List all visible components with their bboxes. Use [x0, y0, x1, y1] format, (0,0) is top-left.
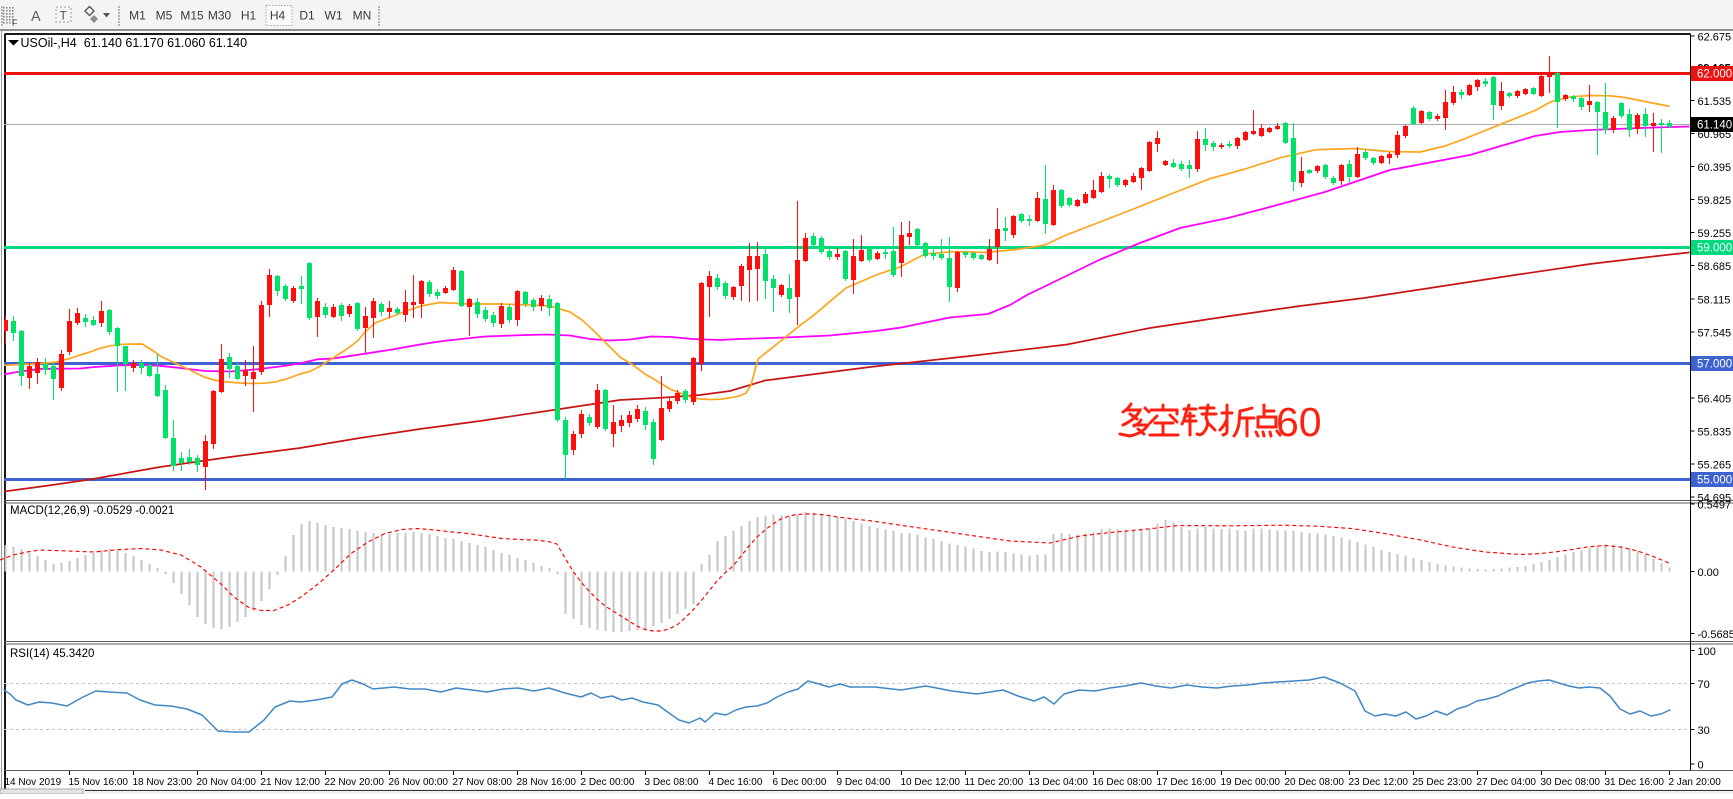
svg-text:2 Dec 00:00: 2 Dec 00:00	[581, 777, 635, 788]
svg-text:58.115: 58.115	[1698, 294, 1731, 306]
svg-text:3 Dec 08:00: 3 Dec 08:00	[645, 777, 699, 788]
svg-text:28 Nov 16:00: 28 Nov 16:00	[517, 777, 577, 788]
svg-text:55.000: 55.000	[1697, 475, 1732, 487]
svg-text:MACD(12,26,9) -0.0529 -0.0021: MACD(12,26,9) -0.0529 -0.0021	[10, 505, 174, 517]
svg-text:18 Nov 23:00: 18 Nov 23:00	[133, 777, 193, 788]
svg-text:59.000: 59.000	[1697, 243, 1732, 255]
svg-text:M5: M5	[156, 9, 173, 23]
svg-text:60.395: 60.395	[1698, 162, 1732, 174]
svg-text:27 Dec 04:00: 27 Dec 04:00	[1477, 777, 1537, 788]
svg-text:23 Dec 12:00: 23 Dec 12:00	[1349, 777, 1409, 788]
svg-text:2 Jan 20:00: 2 Jan 20:00	[1669, 777, 1722, 788]
svg-text:RSI(14) 45.3420: RSI(14) 45.3420	[10, 648, 94, 660]
svg-text:10 Dec 12:00: 10 Dec 12:00	[901, 777, 961, 788]
svg-text:9 Dec 04:00: 9 Dec 04:00	[837, 777, 891, 788]
svg-text:22 Nov 20:00: 22 Nov 20:00	[325, 777, 385, 788]
svg-text:4 Dec 16:00: 4 Dec 16:00	[709, 777, 763, 788]
svg-text:70: 70	[1698, 679, 1710, 691]
svg-text:55.265: 55.265	[1698, 460, 1732, 472]
svg-text:20 Nov 04:00: 20 Nov 04:00	[197, 777, 257, 788]
svg-text:MN: MN	[353, 9, 372, 23]
svg-text:57.000: 57.000	[1697, 359, 1732, 371]
svg-text:D1: D1	[299, 9, 315, 23]
svg-text:59.825: 59.825	[1698, 195, 1732, 207]
svg-text:19 Dec 00:00: 19 Dec 00:00	[1221, 777, 1281, 788]
svg-text:56.405: 56.405	[1698, 393, 1732, 405]
svg-text:60: 60	[1276, 399, 1322, 445]
svg-text:M30: M30	[208, 9, 232, 23]
svg-text:30 Dec 08:00: 30 Dec 08:00	[1541, 777, 1601, 788]
svg-text:W1: W1	[325, 9, 343, 23]
svg-text:25 Dec 23:00: 25 Dec 23:00	[1413, 777, 1473, 788]
svg-text:H4: H4	[270, 9, 286, 23]
svg-text:61.535: 61.535	[1698, 96, 1732, 108]
svg-text:F: F	[12, 18, 18, 28]
svg-text:31 Dec 16:00: 31 Dec 16:00	[1605, 777, 1665, 788]
svg-text:14 Nov 2019: 14 Nov 2019	[5, 777, 62, 788]
svg-text:M15: M15	[180, 9, 204, 23]
svg-text:55.835: 55.835	[1698, 427, 1732, 439]
svg-text:21 Nov 12:00: 21 Nov 12:00	[261, 777, 321, 788]
svg-text:15 Nov 16:00: 15 Nov 16:00	[69, 777, 129, 788]
svg-text:20 Dec 08:00: 20 Dec 08:00	[1285, 777, 1345, 788]
svg-text:0.00: 0.00	[1698, 567, 1719, 579]
svg-text:100: 100	[1698, 646, 1716, 658]
svg-text:0: 0	[1698, 760, 1704, 772]
svg-text:58.685: 58.685	[1698, 261, 1732, 273]
svg-text:0.5497: 0.5497	[1698, 500, 1732, 512]
svg-text:A: A	[31, 9, 41, 25]
svg-text:11 Dec 20:00: 11 Dec 20:00	[965, 777, 1024, 788]
svg-text:6 Dec 00:00: 6 Dec 00:00	[773, 777, 827, 788]
svg-text:M1: M1	[129, 9, 146, 23]
svg-text:17 Dec 16:00: 17 Dec 16:00	[1157, 777, 1217, 788]
svg-text:13 Dec 04:00: 13 Dec 04:00	[1029, 777, 1089, 788]
svg-text:USOil-,H4 61.140 61.170 61.06: USOil-,H4 61.140 61.170 61.060 61.140	[21, 36, 248, 50]
svg-text:16 Dec 08:00: 16 Dec 08:00	[1093, 777, 1153, 788]
svg-text:26 Nov 00:00: 26 Nov 00:00	[389, 777, 449, 788]
svg-text:H1: H1	[241, 9, 257, 23]
svg-text:57.545: 57.545	[1698, 327, 1732, 339]
svg-text:62.675: 62.675	[1698, 32, 1732, 44]
svg-text:62.000: 62.000	[1697, 69, 1732, 81]
svg-text:61.140: 61.140	[1697, 120, 1732, 132]
svg-text:27 Nov 08:00: 27 Nov 08:00	[453, 777, 513, 788]
svg-text:30: 30	[1698, 725, 1710, 737]
svg-text:59.255: 59.255	[1698, 228, 1732, 240]
svg-text:-0.5685: -0.5685	[1698, 629, 1733, 641]
svg-text:T: T	[60, 9, 68, 23]
